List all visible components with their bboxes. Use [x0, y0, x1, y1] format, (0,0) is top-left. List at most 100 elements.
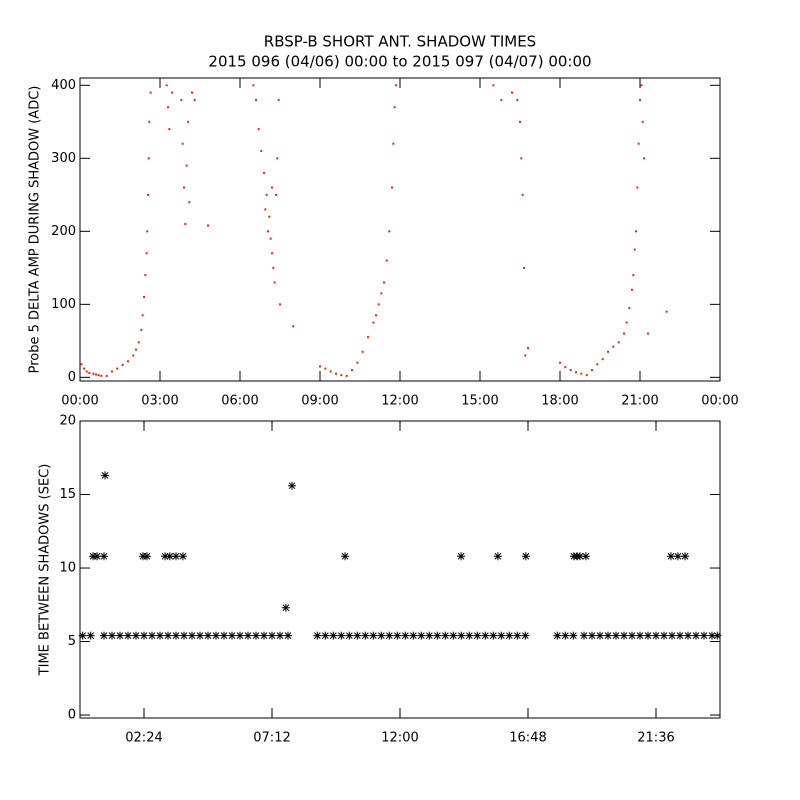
data-point — [620, 631, 628, 640]
data-point — [581, 552, 590, 561]
data-point — [149, 91, 152, 94]
data-point — [193, 98, 196, 101]
data-point — [628, 306, 631, 309]
x-tick-label: 21:00 — [621, 394, 658, 409]
data-point — [100, 631, 108, 640]
data-point — [500, 98, 503, 101]
data-point — [345, 631, 354, 640]
data-point — [269, 237, 272, 240]
data-point — [601, 358, 604, 361]
data-point — [148, 120, 151, 123]
chart-title: RBSP-B SHORT ANT. SHADOW TIMES — [264, 33, 536, 51]
y-tick-label: 0 — [68, 370, 76, 385]
data-point — [441, 631, 450, 640]
data-point — [92, 372, 95, 375]
data-point — [497, 631, 506, 640]
data-point — [172, 552, 180, 561]
y-tick-label: 300 — [51, 151, 76, 166]
y-tick-label: 400 — [51, 78, 76, 93]
data-point — [511, 91, 513, 94]
chart-subtitle: 2015 096 (04/06) 00:00 to 2015 097 (04/0… — [208, 53, 591, 71]
data-point — [505, 631, 514, 640]
data-point — [85, 370, 88, 373]
data-point — [388, 230, 391, 233]
data-point — [220, 631, 228, 640]
data-point — [141, 314, 144, 317]
data-point — [392, 142, 395, 145]
data-point — [268, 215, 271, 218]
data-point — [575, 371, 577, 374]
data-point — [393, 631, 402, 640]
data-point — [275, 193, 277, 196]
data-point — [272, 266, 275, 269]
data-point — [521, 552, 530, 561]
data-point — [580, 631, 588, 640]
data-point — [628, 631, 636, 640]
data-point — [313, 631, 322, 640]
data-point — [361, 631, 370, 640]
data-point — [321, 631, 330, 640]
data-point — [617, 341, 620, 344]
data-point — [277, 98, 280, 101]
data-point — [591, 369, 593, 372]
data-point — [465, 631, 474, 640]
data-point — [164, 631, 172, 640]
data-point — [147, 157, 150, 160]
x-tick-label: 12:00 — [381, 394, 418, 409]
data-point — [612, 345, 615, 348]
data-point — [604, 631, 612, 640]
data-point — [449, 631, 458, 640]
data-point — [356, 361, 359, 364]
data-point — [329, 370, 332, 373]
data-point — [524, 354, 527, 357]
data-point — [255, 98, 257, 101]
y-tick-label: 10 — [59, 561, 76, 576]
data-point — [127, 360, 129, 363]
data-point — [260, 150, 263, 153]
y-tick-label: 100 — [51, 297, 76, 312]
data-point — [473, 631, 482, 640]
data-point — [137, 341, 140, 344]
data-point — [100, 374, 103, 377]
data-point — [385, 259, 388, 262]
data-point — [156, 631, 164, 640]
data-point — [425, 631, 434, 640]
data-point — [140, 631, 148, 640]
data-point — [521, 193, 524, 196]
data-point — [637, 142, 640, 145]
data-point — [135, 348, 137, 351]
data-point — [329, 631, 338, 640]
data-point — [97, 374, 100, 377]
data-point — [561, 631, 570, 640]
data-point — [244, 631, 252, 640]
data-point — [643, 157, 645, 160]
data-point — [652, 631, 660, 640]
data-point — [383, 281, 385, 284]
data-point — [165, 84, 168, 87]
y-tick-label: 20 — [59, 414, 76, 429]
data-point — [596, 363, 599, 366]
data-point — [276, 157, 279, 160]
data-point — [395, 84, 397, 87]
data-point — [665, 310, 668, 313]
data-point — [576, 552, 584, 561]
x-tick-label: 00:00 — [701, 394, 738, 409]
data-point — [636, 631, 644, 640]
data-point — [337, 631, 346, 640]
data-point — [86, 631, 95, 640]
data-point — [183, 186, 185, 189]
data-point — [116, 631, 124, 640]
data-point — [181, 142, 184, 145]
data-point — [625, 321, 628, 324]
data-point — [520, 157, 523, 160]
data-point — [185, 164, 188, 167]
x-tick-label: 07:12 — [253, 731, 290, 746]
data-point — [148, 631, 156, 640]
data-point — [144, 274, 147, 277]
data-point — [489, 631, 498, 640]
data-point — [324, 367, 327, 370]
data-point — [668, 631, 676, 640]
x-tick-label: 12:00 — [381, 731, 418, 746]
x-tick-label: 18:00 — [541, 394, 578, 409]
